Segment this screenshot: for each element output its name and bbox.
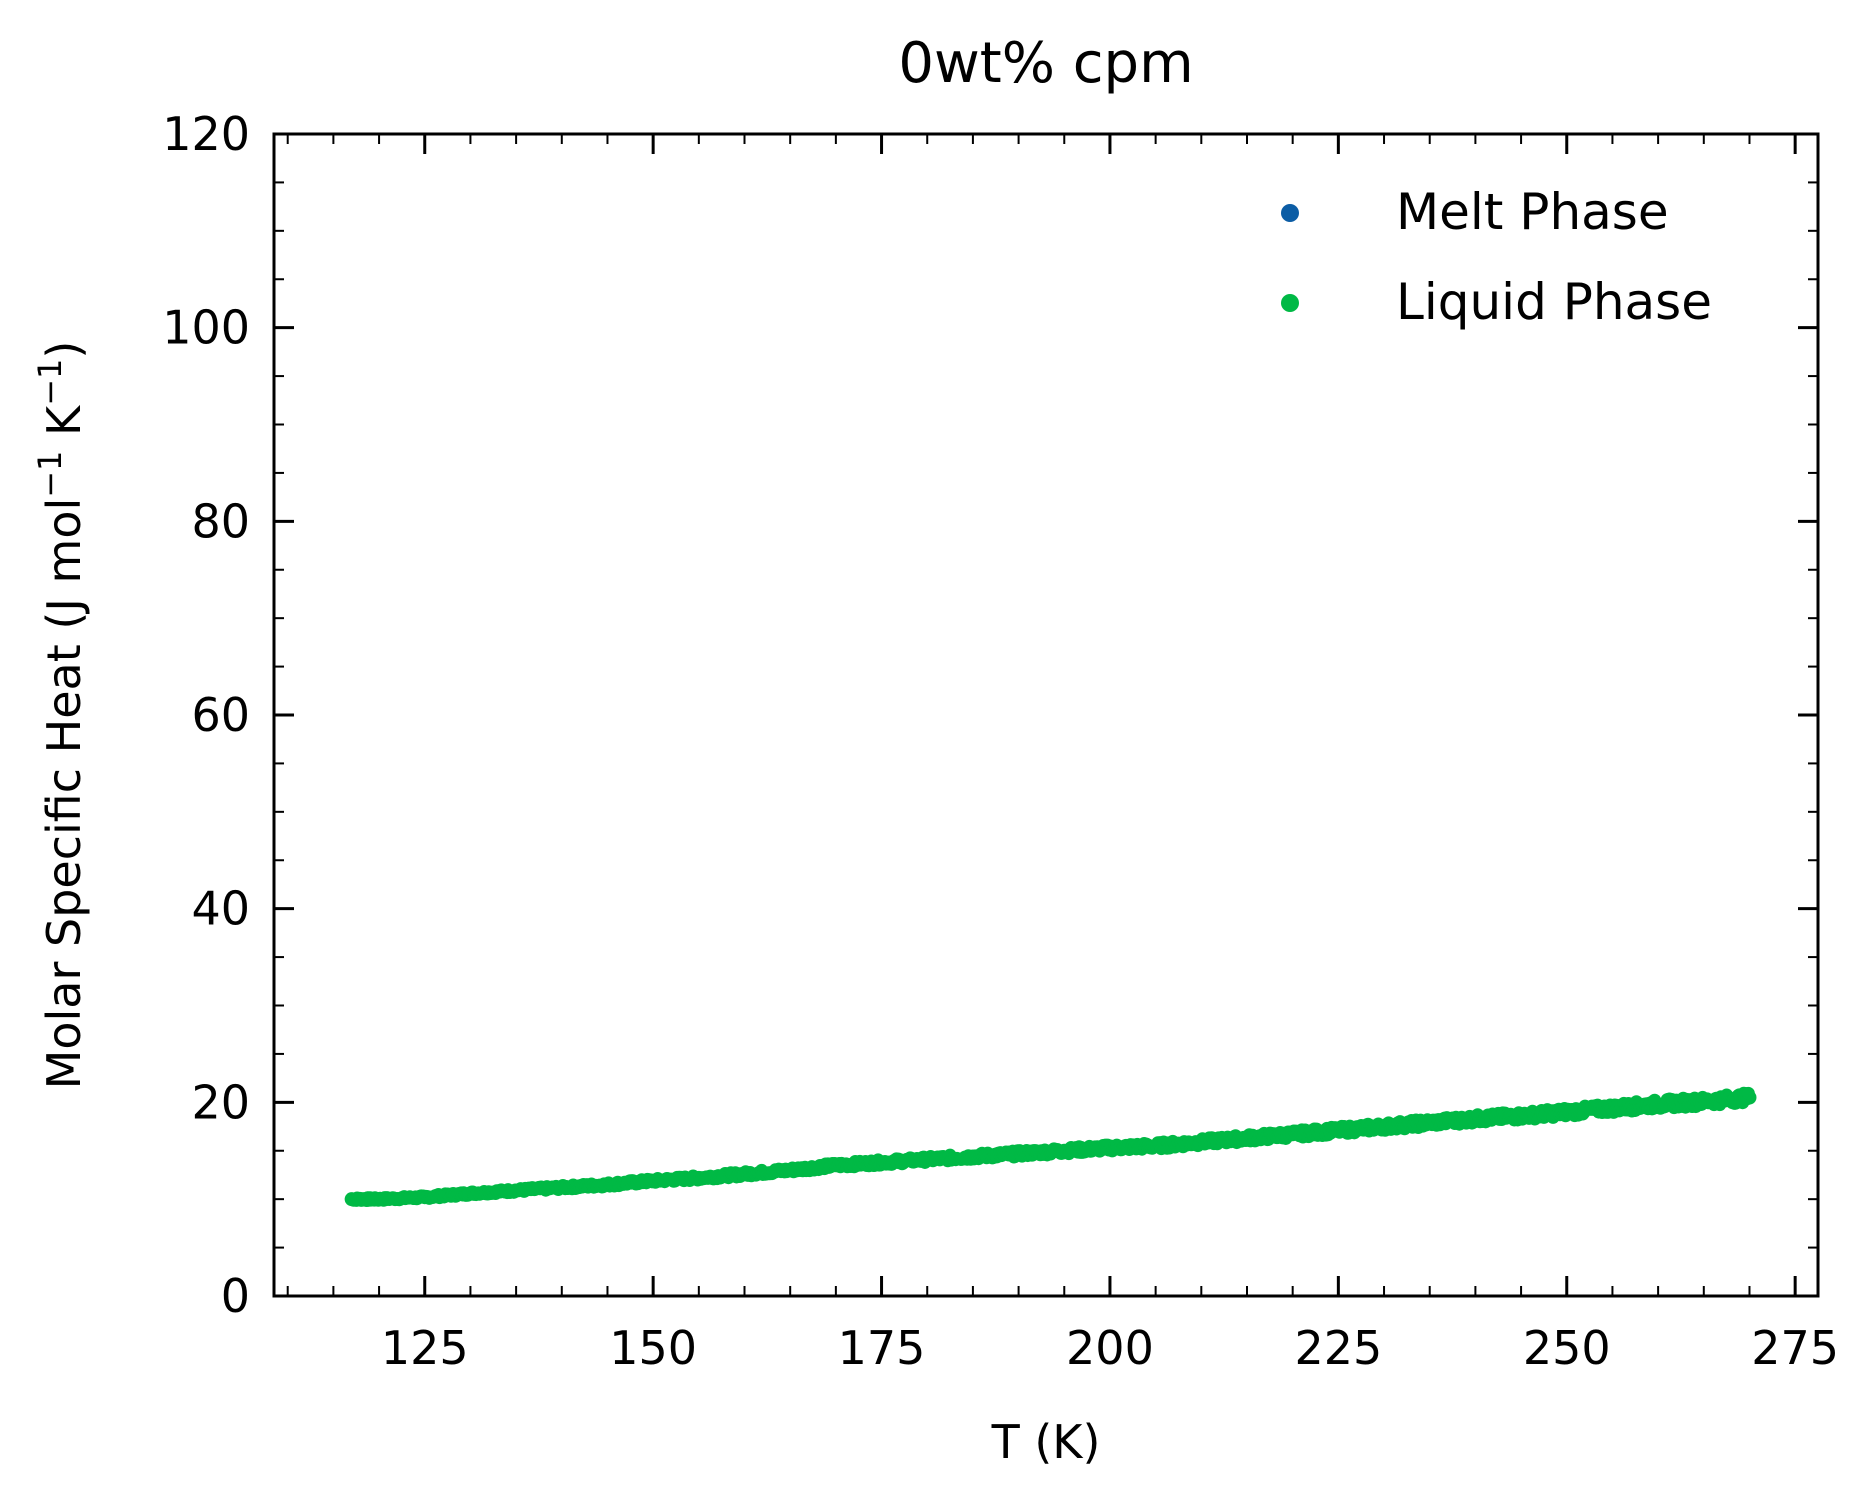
x-tick-label: 275	[1751, 1321, 1839, 1375]
y-tick-label: 20	[191, 1075, 250, 1129]
y-axis-label-suffix: )	[37, 341, 91, 359]
y-tick-label: 60	[191, 688, 250, 742]
chart-title: 0wt% cpm	[898, 31, 1193, 96]
x-tick-label: 175	[838, 1321, 926, 1375]
legend-label-0: Melt Phase	[1396, 183, 1669, 241]
y-tick-label: 0	[221, 1269, 250, 1323]
x-axis-label: T (K)	[991, 1415, 1101, 1469]
legend: Melt Phase Liquid Phase	[1281, 183, 1712, 331]
y-tick-label: 120	[162, 107, 250, 161]
series-1	[344, 1086, 1757, 1208]
x-tick-label: 125	[381, 1321, 469, 1375]
legend-marker-1	[1281, 294, 1299, 312]
x-tick-label: 250	[1523, 1321, 1611, 1375]
y-tick-label: 100	[162, 301, 250, 355]
series-layer	[344, 1086, 1757, 1208]
y-axis-label-sup2: −1	[31, 359, 69, 406]
ticks-layer	[274, 132, 1818, 1298]
x-tick-label: 150	[609, 1321, 697, 1375]
legend-label-1: Liquid Phase	[1396, 273, 1712, 331]
y-tick-label: 40	[191, 882, 250, 936]
y-axis-label-prefix: Molar Specific Heat (J mol	[37, 498, 91, 1090]
tick-labels: 125 150 175 200 225 250 275 0 20 40 60 80 100 120	[162, 107, 1839, 1375]
x-tick-label: 225	[1294, 1321, 1382, 1375]
y-axis-label-sup1: −1	[31, 451, 69, 498]
y-axis-label: Molar Specific Heat (J mol−1 K−1)	[31, 341, 91, 1090]
data-point	[1741, 1086, 1755, 1100]
x-tick-label: 200	[1066, 1321, 1154, 1375]
y-tick-label: 80	[191, 494, 250, 548]
legend-marker-0	[1281, 204, 1299, 222]
y-axis-label-mid: K	[37, 404, 91, 451]
